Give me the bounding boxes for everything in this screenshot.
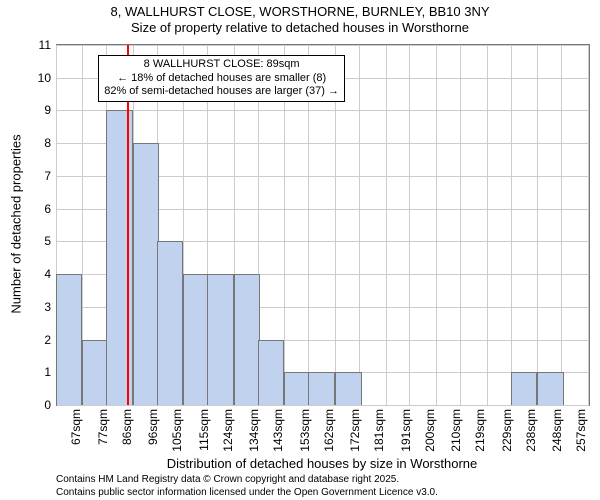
gridline-v (588, 45, 589, 405)
x-tick-label: 191sqm (399, 409, 413, 452)
x-tick-label: 257sqm (574, 409, 588, 452)
histogram-bar (183, 274, 210, 405)
y-axis-label: Number of detached properties (9, 134, 24, 313)
x-tick-label: 115sqm (197, 409, 211, 451)
attribution-line-1: Contains HM Land Registry data © Crown c… (56, 474, 438, 487)
x-tick-label: 67sqm (69, 409, 83, 445)
chart-container: 8, WALLHURST CLOSE, WORSTHORNE, BURNLEY,… (0, 0, 600, 500)
y-tick-label: 2 (44, 333, 51, 347)
gridline-h (57, 110, 589, 111)
y-tick-label: 0 (44, 398, 51, 412)
y-tick-label: 1 (44, 365, 51, 379)
y-tick-label: 11 (39, 38, 51, 52)
gridline-v (359, 45, 360, 405)
y-tick-label: 3 (44, 300, 51, 314)
x-tick-label: 134sqm (247, 409, 261, 452)
gridline-v (561, 45, 562, 405)
gridline-h (57, 45, 589, 46)
y-tick-label: 4 (44, 267, 51, 281)
annotation-line: ← 18% of detached houses are smaller (8) (104, 72, 339, 86)
gridline-v (436, 45, 437, 405)
x-tick-label: 219sqm (473, 409, 487, 452)
gridline-v (487, 45, 488, 405)
gridline-v (537, 45, 538, 405)
x-tick-label: 143sqm (271, 409, 285, 452)
histogram-bar (284, 372, 311, 405)
gridline-v (460, 45, 461, 405)
y-tick-label: 5 (44, 234, 51, 248)
histogram-bar (56, 274, 83, 405)
histogram-bar (308, 372, 335, 405)
y-tick-label: 8 (44, 136, 51, 150)
y-tick-label: 10 (38, 71, 51, 85)
x-axis-label: Distribution of detached houses by size … (56, 456, 588, 471)
title-line-2: Size of property relative to detached ho… (0, 20, 600, 36)
x-tick-label: 181sqm (372, 409, 386, 452)
x-tick-label: 238sqm (524, 409, 538, 452)
histogram-bar (133, 143, 160, 405)
gridline-v (511, 45, 512, 405)
x-tick-label: 124sqm (221, 409, 235, 452)
x-tick-label: 210sqm (449, 409, 463, 452)
x-tick-label: 200sqm (423, 409, 437, 452)
title-line-1: 8, WALLHURST CLOSE, WORSTHORNE, BURNLEY,… (0, 4, 600, 20)
annotation-box: 8 WALLHURST CLOSE: 89sqm← 18% of detache… (98, 55, 345, 102)
x-tick-label: 77sqm (96, 409, 110, 445)
x-tick-label: 162sqm (322, 409, 336, 452)
x-tick-label: 86sqm (120, 409, 134, 445)
y-tick-label: 9 (44, 103, 51, 117)
gridline-v (386, 45, 387, 405)
x-tick-label: 105sqm (170, 409, 184, 452)
histogram-bar (511, 372, 538, 405)
histogram-bar (157, 241, 184, 405)
x-tick-label: 229sqm (500, 409, 514, 452)
y-tick-label: 7 (44, 169, 51, 183)
chart-title: 8, WALLHURST CLOSE, WORSTHORNE, BURNLEY,… (0, 4, 600, 37)
histogram-bar (207, 274, 234, 405)
x-tick-label: 96sqm (146, 409, 160, 445)
histogram-bar (335, 372, 362, 405)
x-tick-label: 153sqm (298, 409, 312, 452)
x-tick-label: 172sqm (348, 409, 362, 452)
histogram-bar (537, 372, 564, 405)
x-tick-label: 248sqm (550, 409, 564, 452)
histogram-bar (258, 340, 285, 405)
y-tick-label: 6 (44, 202, 51, 216)
gridline-v (409, 45, 410, 405)
attribution-line-2: Contains public sector information licen… (56, 487, 438, 500)
attribution: Contains HM Land Registry data © Crown c… (56, 474, 438, 499)
annotation-line: 82% of semi-detached houses are larger (… (104, 85, 339, 99)
histogram-bar (82, 340, 109, 405)
gridline-h (57, 405, 589, 406)
plot-area: 0123456789101167sqm77sqm86sqm96sqm105sqm… (56, 44, 590, 406)
histogram-bar (234, 274, 261, 405)
annotation-line: 8 WALLHURST CLOSE: 89sqm (104, 58, 339, 72)
